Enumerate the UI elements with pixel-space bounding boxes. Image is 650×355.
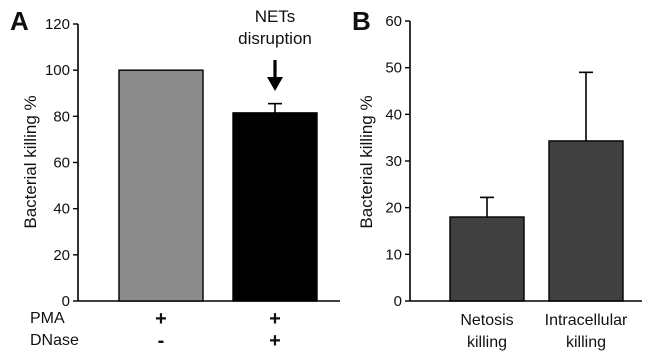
panel-a-y-tick-label: 100 xyxy=(45,62,70,79)
panel-a-y-tick-label: 20 xyxy=(53,247,70,264)
panel-b-y-axis-label: Bacterial killing % xyxy=(357,95,376,228)
panel-b-y-tick-label: 10 xyxy=(385,246,402,263)
panel-a-annotation-arrow-head xyxy=(267,77,283,91)
panel-b-y-tick-label: 50 xyxy=(385,60,402,77)
panel-b-category-label: killing xyxy=(566,334,606,351)
panel-b-y-tick-label: 40 xyxy=(385,106,402,123)
panel-a-bar xyxy=(118,69,204,302)
panel-b-y-tick-label: 30 xyxy=(385,153,402,170)
panel-b-y-tick-label: 0 xyxy=(394,293,402,310)
panel-a-y-axis-label: Bacterial killing % xyxy=(21,95,40,228)
panel-a-annotation-text: disruption xyxy=(238,29,312,48)
panel-b-category-label: Netosis xyxy=(460,312,513,329)
panel-a-y-tick-label: 120 xyxy=(45,16,70,33)
panel-b-category-label: killing xyxy=(467,334,507,351)
panel-b-y-tick-label: 60 xyxy=(385,13,402,30)
panel-b-y-tick-label: 20 xyxy=(385,200,402,217)
panel-a-condition-sign: + xyxy=(269,308,281,330)
panel-b-category-label: Intracellular xyxy=(545,312,628,329)
panel-a-y-tick-label: 60 xyxy=(53,155,70,172)
panel-a-y-tick-label: 40 xyxy=(53,201,70,218)
panel-a-condition-sign: + xyxy=(269,330,281,352)
panel-b-bar xyxy=(449,216,525,302)
panel-a-condition-sign: - xyxy=(158,330,165,352)
panel-a-y-tick-label: 80 xyxy=(53,108,70,125)
panel-b-bar xyxy=(548,140,624,302)
panel-b-letter: B xyxy=(352,6,371,36)
panel-a-letter: A xyxy=(10,6,29,36)
panel-a-y-tick-label: 0 xyxy=(62,293,70,310)
panel-a-condition-sign: + xyxy=(155,308,167,330)
panel-a-bar xyxy=(232,112,318,302)
panel-a-annotation-text: NETs xyxy=(255,7,296,26)
panel-a-condition-label: PMA xyxy=(30,310,65,327)
panel-a-condition-label: DNase xyxy=(30,332,79,349)
panel-b-chart: B Bacterial killing % 0 10 20 30 40 50 60 Netosis… xyxy=(352,6,642,351)
